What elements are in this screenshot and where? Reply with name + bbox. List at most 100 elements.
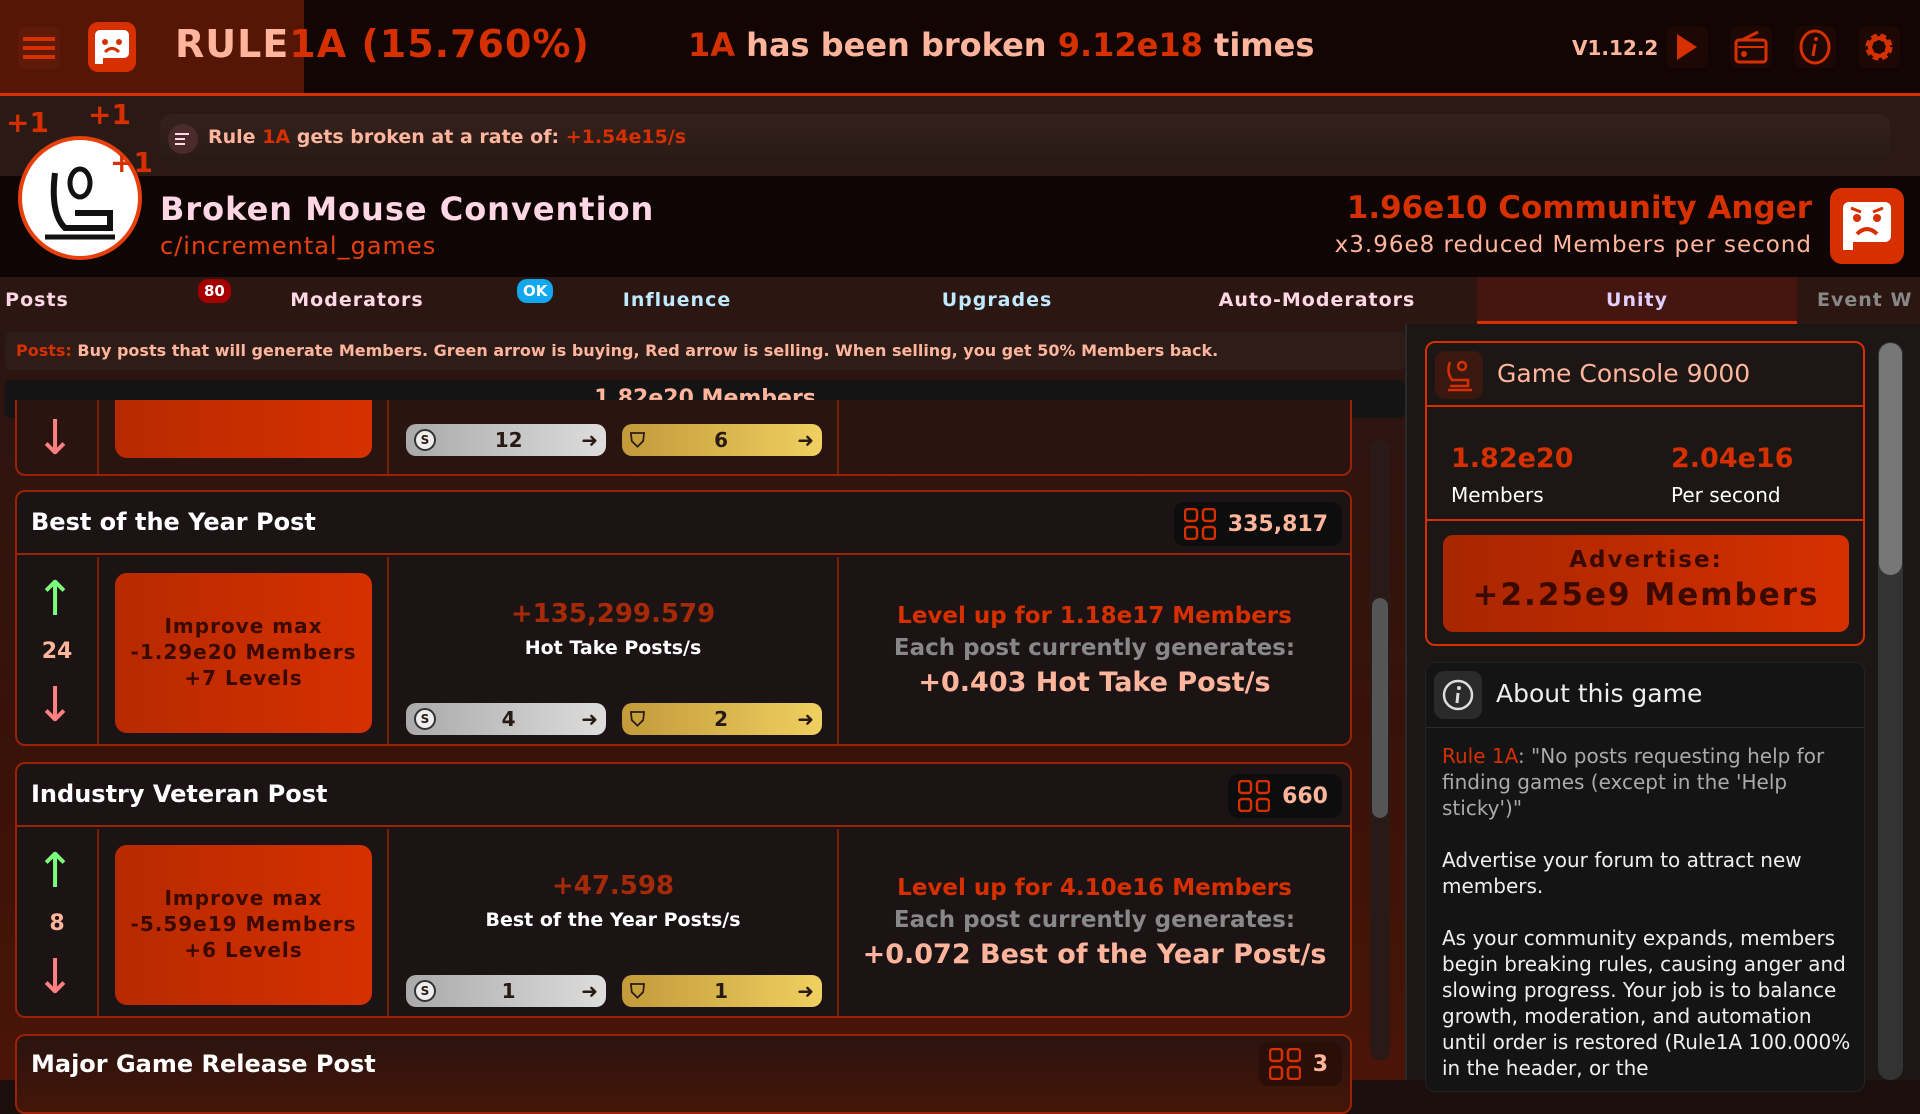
owned-count: 660: [1228, 774, 1342, 818]
improve-button[interactable]: Improve max -5.59e19 Members +6 Levels: [115, 845, 372, 1005]
silver-cost: 1: [501, 979, 516, 1003]
info-label: Posts:: [16, 341, 72, 360]
buy-arrow-icon[interactable]: ↑: [35, 843, 76, 899]
improve-button[interactable]: [115, 400, 372, 458]
production-label: Best of the Year Posts/s: [485, 909, 741, 931]
about-paragraph: Advertise your forum to attract new memb…: [1442, 848, 1802, 898]
owned-count: 335,817: [1173, 502, 1342, 546]
post-title: Major Game Release Post: [31, 1050, 376, 1078]
per-second-label: Per second: [1671, 483, 1781, 507]
improve-column: [99, 400, 389, 474]
tab-bar: Posts Moderators Influence Upgrades Auto…: [0, 277, 1920, 324]
radio-icon: [1734, 30, 1768, 64]
grid-icon: [1238, 780, 1271, 812]
level-up-cost: Level up for 4.10e16 Members: [897, 875, 1292, 901]
gold-cost: 1: [714, 979, 729, 1003]
improve-cost: -5.59e19 Members: [130, 912, 357, 936]
info-button[interactable]: [1794, 26, 1836, 68]
sell-arrow-icon[interactable]: ↓: [35, 410, 76, 466]
buy-arrow-icon[interactable]: ↑: [35, 571, 76, 627]
rule-percent: (15.760%): [361, 22, 590, 66]
generates-value: +0.072 Best of the Year Post/s: [862, 939, 1327, 970]
about-title: About this game: [1496, 679, 1703, 708]
sell-arrow-icon[interactable]: ↓: [35, 949, 76, 1005]
advertise-button[interactable]: Advertise: +2.25e9 Members: [1443, 535, 1849, 632]
tab-upgrades[interactable]: Upgrades: [941, 289, 1053, 311]
anger-face-badge: [1830, 188, 1904, 264]
title-prefix: RULE: [175, 22, 290, 66]
members-value: 1.82e20: [1451, 443, 1574, 474]
gold-upgrade-button[interactable]: ⛉ 6 ➜: [622, 424, 822, 456]
community-row: [0, 176, 1920, 277]
play-button[interactable]: [1666, 26, 1708, 68]
broken-count: 9.12e18: [1057, 26, 1203, 64]
arrow-right-icon: ➜: [797, 428, 814, 452]
level-column: Level up for 1.18e17 Members Each post c…: [839, 557, 1350, 744]
console-title: Game Console 9000: [1497, 359, 1751, 388]
side-scrollbar-thumb[interactable]: [1879, 343, 1902, 575]
tab-moderators[interactable]: Moderators: [290, 289, 424, 311]
info-icon: [1442, 679, 1474, 711]
silver-upgrade-button[interactable]: S 12 ➜: [406, 424, 606, 456]
settings-button[interactable]: [1858, 26, 1900, 68]
advertise-label: Advertise:: [1569, 547, 1723, 573]
community-avatar[interactable]: [18, 136, 142, 260]
gold-upgrade-button[interactable]: ⛉ 1 ➜: [622, 975, 822, 1007]
advertise-value: +2.25e9 Members: [1472, 577, 1820, 613]
top-header: [0, 0, 1920, 96]
gold-upgrade-button[interactable]: ⛉ 2 ➜: [622, 703, 822, 735]
about-quote: : "No posts requesting help for finding …: [1442, 744, 1825, 820]
play-icon: [1677, 34, 1697, 60]
silver-upgrade-button[interactable]: S 1 ➜: [406, 975, 606, 1007]
rate-mid: gets broken at a rate of:: [296, 126, 560, 148]
post-card-major-game-release: Major Game Release Post 3: [15, 1034, 1352, 1114]
silver-upgrade-button[interactable]: S 4 ➜: [406, 703, 606, 735]
arrow-right-icon: ➜: [581, 979, 598, 1003]
gold-badge-icon: ⛉: [630, 707, 645, 731]
tab-auto-moderators[interactable]: Auto-Moderators: [1218, 289, 1416, 311]
about-text: Rule 1A: "No posts requesting help for f…: [1442, 743, 1852, 1107]
info-icon: [1799, 29, 1831, 65]
improve-levels: +6 Levels: [184, 938, 303, 962]
gold-badge-icon: ⛉: [630, 979, 645, 1003]
post-count: 8: [49, 911, 65, 936]
production-rate: +47.598: [551, 871, 675, 901]
silver-cost: 12: [494, 428, 523, 452]
tab-event[interactable]: Event W: [1817, 289, 1913, 311]
gold-badge-icon: ⛉: [630, 428, 645, 452]
gear-icon: [1865, 33, 1893, 61]
members-label: Members: [1451, 483, 1544, 507]
improve-column: Improve max -5.59e19 Members +6 Levels: [99, 829, 389, 1016]
arrow-right-icon: ➜: [797, 979, 814, 1003]
posts-scrollbar-thumb[interactable]: [1372, 598, 1388, 818]
game-console-card: Game Console 9000 1.82e20 Members 2.04e1…: [1425, 341, 1865, 646]
radio-button[interactable]: [1730, 26, 1772, 68]
community-anger: 1.96e10 Community Anger: [1346, 190, 1812, 226]
influence-badge: OK: [517, 279, 554, 303]
community-name: Broken Mouse Convention: [160, 190, 655, 228]
tab-influence[interactable]: Influence: [622, 289, 732, 311]
generates-label: Each post currently generates:: [893, 907, 1296, 933]
title-rule: 1A: [289, 22, 348, 66]
card-header: Best of the Year Post 335,817: [17, 492, 1350, 555]
moderators-badge: 80: [198, 279, 231, 303]
version-label: V1.12.2: [1572, 36, 1659, 60]
grid-icon: [1183, 508, 1216, 540]
generates-label: Each post currently generates:: [893, 635, 1296, 661]
angry-face-logo: [88, 22, 136, 72]
sell-arrow-icon[interactable]: ↓: [35, 677, 76, 733]
production-label: Hot Take Posts/s: [524, 637, 702, 659]
improve-button[interactable]: Improve max -1.29e20 Members +7 Levels: [115, 573, 372, 733]
floating-plus-one: +1: [110, 146, 153, 179]
tab-unity[interactable]: Unity: [1477, 277, 1797, 324]
tab-posts[interactable]: Posts: [5, 289, 69, 311]
improve-cost: -1.29e20 Members: [130, 640, 357, 664]
arrow-right-icon: ➜: [581, 707, 598, 731]
angry-face-icon: [1843, 202, 1891, 250]
improve-label: Improve max: [164, 614, 323, 638]
gamer-seat-icon: [1447, 360, 1472, 392]
improve-label: Improve max: [164, 886, 323, 910]
arrow-right-icon: ➜: [797, 707, 814, 731]
menu-button[interactable]: [18, 27, 60, 69]
silver-coin-icon: S: [414, 980, 436, 1002]
